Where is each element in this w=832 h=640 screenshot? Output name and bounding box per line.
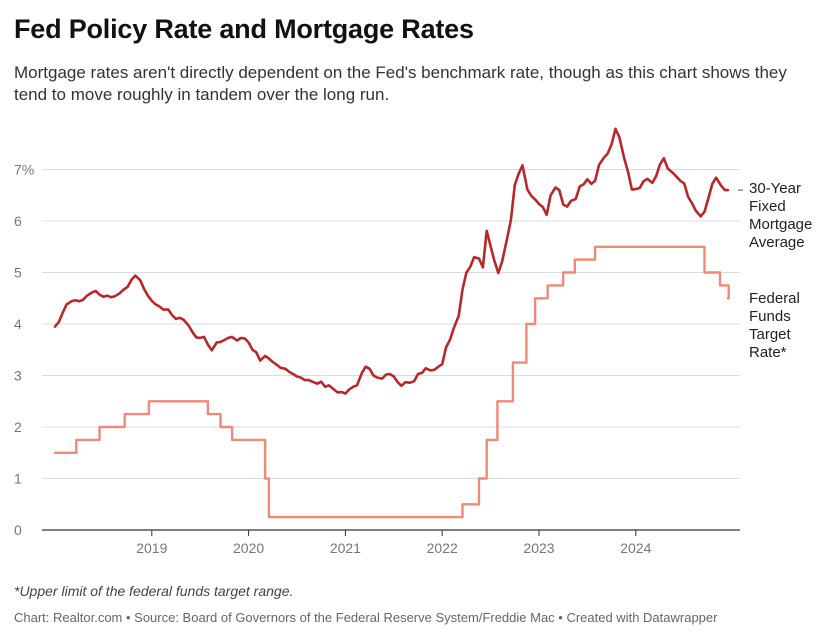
series-label-mortgage: 30-Year Fixed Mortgage Average: [749, 180, 812, 252]
series-label-line: Target: [749, 326, 791, 343]
footnote: *Upper limit of the federal funds target…: [14, 583, 294, 599]
x-tick-label: 2024: [620, 540, 651, 556]
series-label-line: Mortgage: [749, 216, 813, 233]
y-tick-label: 4: [14, 316, 22, 332]
y-tick-label: 3: [14, 368, 22, 384]
chart-subtitle: Mortgage rates aren't directly dependent…: [14, 63, 787, 104]
y-tick-label: 7%: [14, 162, 34, 178]
series-label-line: 30-Year: [749, 180, 801, 197]
x-tick-label: 2022: [427, 540, 458, 556]
chart-title: Fed Policy Rate and Mortgage Rates: [14, 14, 474, 44]
series-line-mortgage: [53, 127, 730, 395]
series-lines: [53, 127, 743, 519]
y-tick-label: 6: [14, 213, 22, 229]
series-line-fed: [53, 245, 730, 519]
y-tick-label: 2: [14, 419, 22, 435]
x-tick-label: 2020: [233, 540, 264, 556]
y-axis-ticks: 0 1 2 3 4 5 6 7%: [14, 162, 34, 539]
series-label-line: Average: [749, 234, 805, 251]
x-tick-label: 2019: [136, 540, 167, 556]
series-label-line: Federal: [749, 290, 800, 307]
x-tick-label: 2023: [523, 540, 554, 556]
gridlines: [42, 169, 740, 531]
series-label-line: Rate*: [749, 344, 787, 361]
series-label-line: Fixed: [749, 198, 786, 215]
series-label-line: Funds: [749, 308, 791, 325]
x-tick-label: 2021: [330, 540, 361, 556]
y-tick-label: 0: [14, 522, 22, 538]
x-axis-ticks: 2019 2020 2021 2022 2023 2024: [136, 530, 652, 556]
y-tick-label: 1: [14, 471, 22, 487]
source-credit: Chart: Realtor.com • Source: Board of Go…: [14, 610, 718, 625]
series-label-fed: Federal Funds Target Rate*: [749, 290, 800, 362]
y-tick-label: 5: [14, 265, 22, 281]
